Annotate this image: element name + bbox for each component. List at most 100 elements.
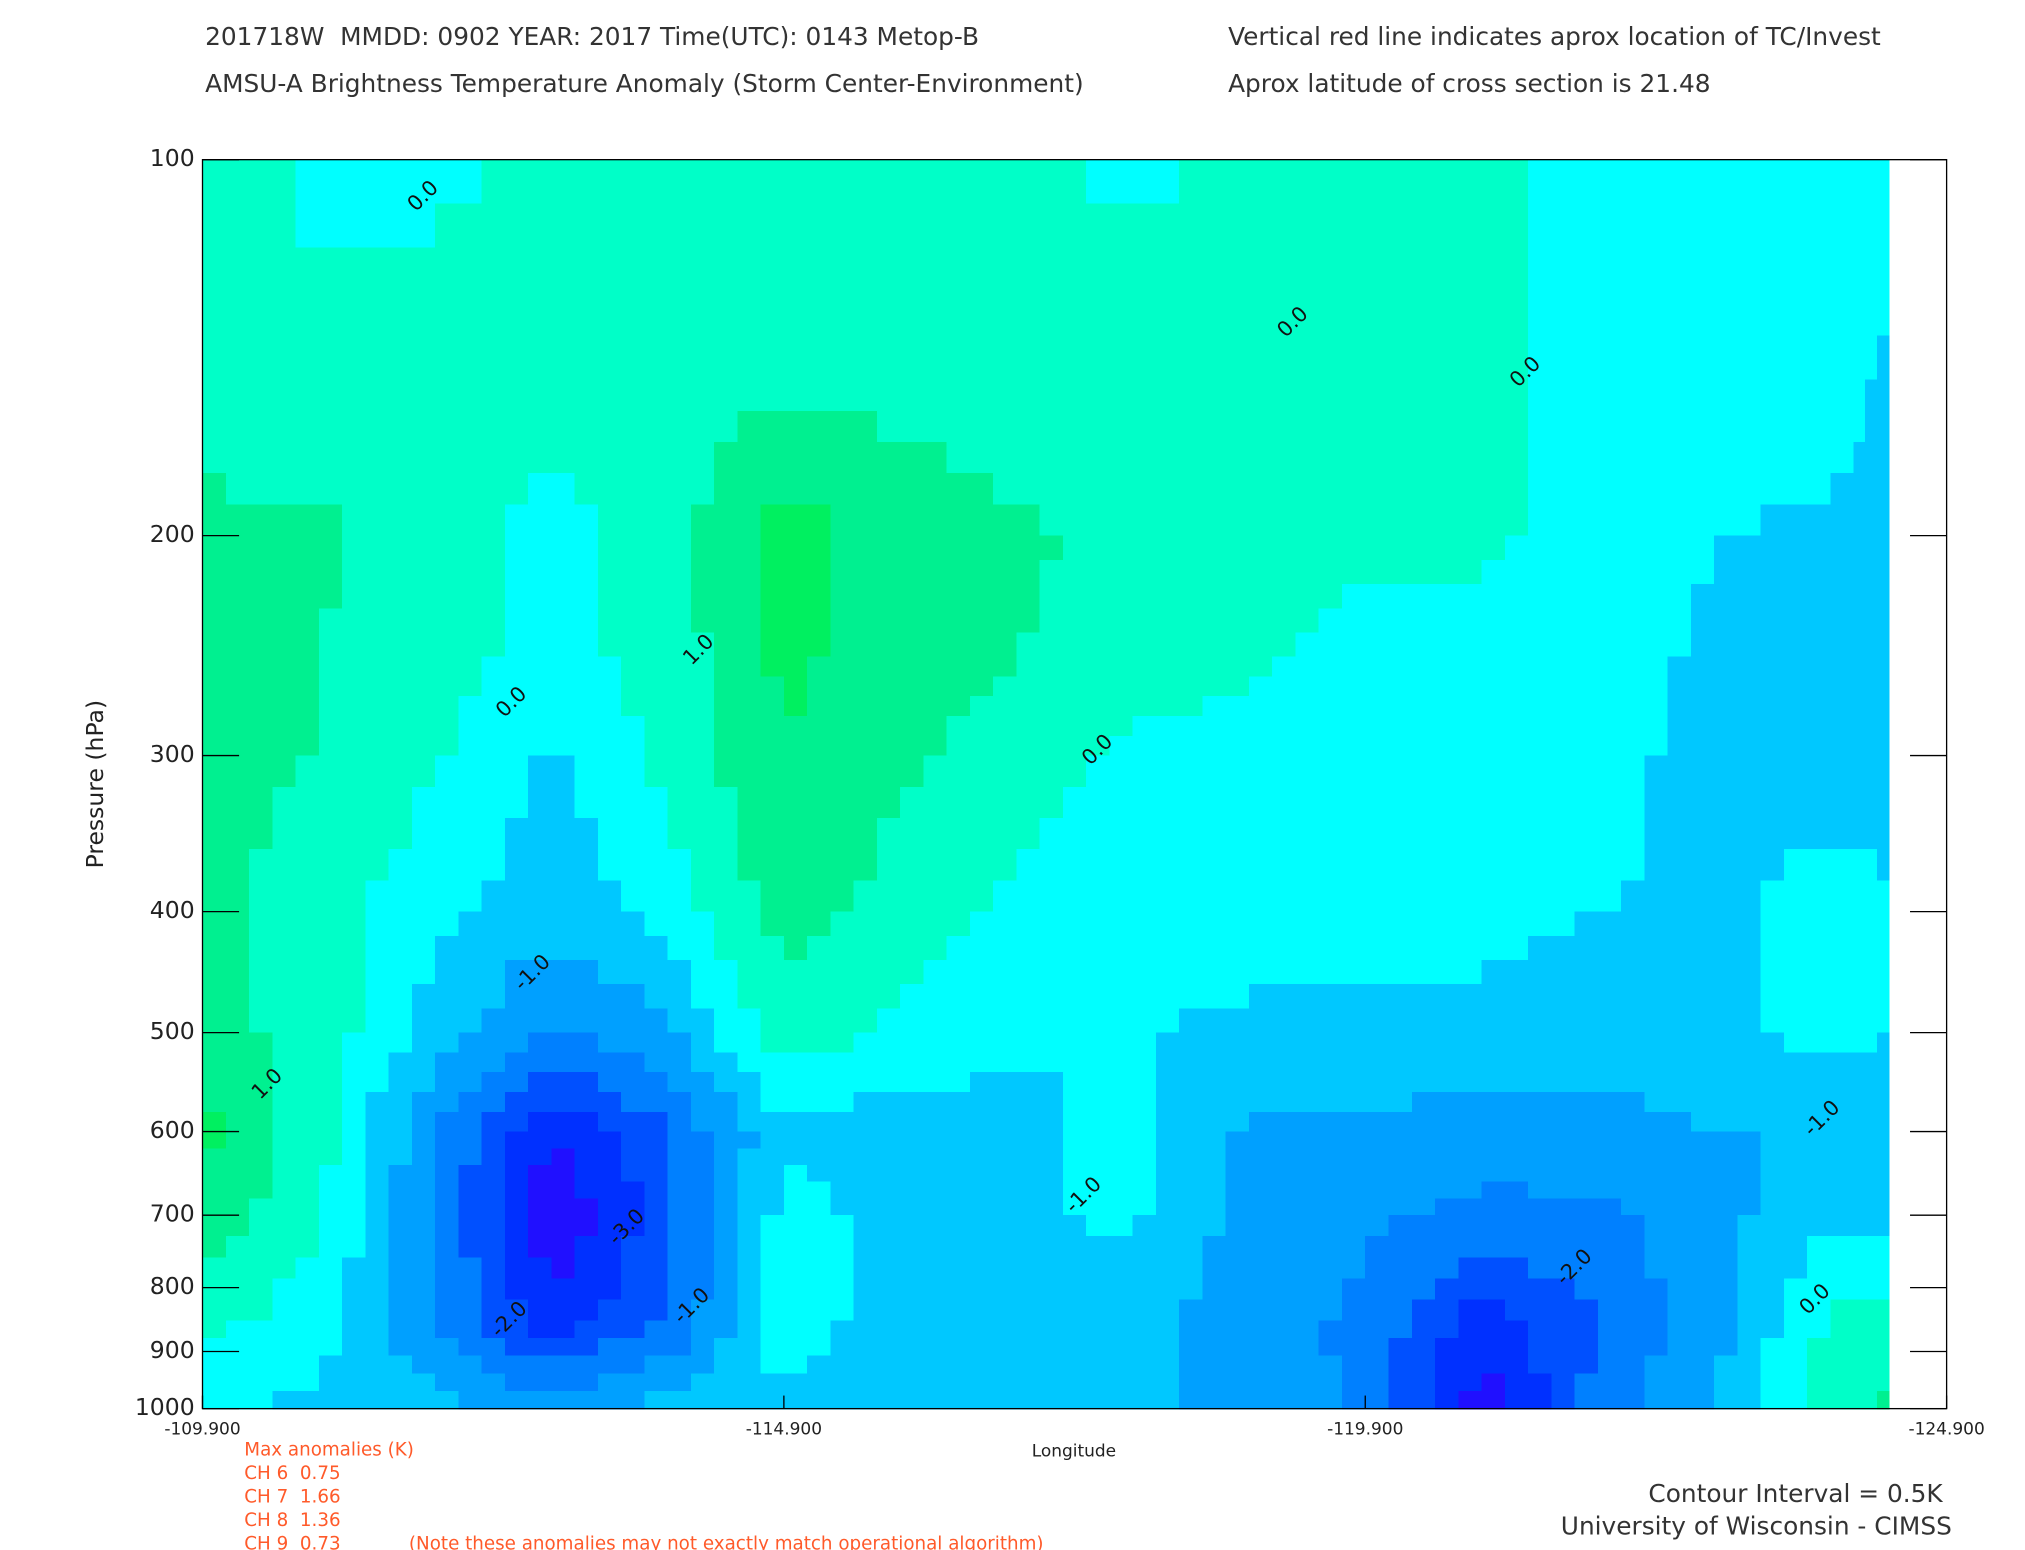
contour-cell bbox=[1853, 817, 1867, 850]
contour-cell bbox=[969, 291, 994, 337]
contour-cell bbox=[1202, 632, 1227, 658]
contour-cell bbox=[876, 1373, 901, 1392]
contour-cell bbox=[1783, 504, 1808, 537]
contour-cell bbox=[1760, 1198, 1785, 1216]
contour-cell bbox=[760, 1355, 785, 1375]
contour-cell bbox=[574, 559, 599, 585]
contour-cell bbox=[1737, 1008, 1762, 1034]
contour-cell bbox=[1830, 1373, 1843, 1392]
contour-cell bbox=[1853, 535, 1867, 561]
contour-cell bbox=[1760, 676, 1785, 698]
contour-cell bbox=[1644, 1164, 1669, 1183]
contour-cell bbox=[1039, 1278, 1064, 1301]
contour-cell bbox=[1411, 203, 1436, 249]
contour-cell bbox=[1179, 1320, 1204, 1339]
contour-cell bbox=[342, 656, 367, 678]
contour-cell bbox=[551, 1236, 576, 1259]
contour-cell bbox=[1830, 335, 1843, 381]
contour-cell bbox=[1225, 755, 1250, 788]
contour-cell bbox=[876, 935, 901, 961]
contour-cell bbox=[1574, 1257, 1599, 1280]
contour-cell bbox=[1109, 608, 1134, 634]
contour-cell bbox=[574, 716, 599, 737]
contour-cell bbox=[272, 442, 297, 475]
contour-cell bbox=[876, 1257, 901, 1280]
contour-cell bbox=[481, 1052, 506, 1073]
contour-cell bbox=[993, 1164, 1018, 1183]
contour-cell bbox=[830, 755, 855, 788]
contour-cell bbox=[923, 676, 948, 698]
contour-cell bbox=[504, 291, 529, 337]
contour-cell bbox=[1388, 656, 1413, 678]
contour-cell bbox=[760, 1198, 785, 1216]
contour-cell bbox=[969, 849, 994, 882]
contour-cell bbox=[783, 1236, 808, 1259]
contour-cell bbox=[388, 1355, 413, 1375]
contour-cell bbox=[435, 935, 460, 961]
y-tick-label: 900 bbox=[150, 1336, 195, 1364]
contour-cell bbox=[946, 1032, 971, 1054]
contour-cell bbox=[1435, 817, 1460, 850]
contour-cell bbox=[1760, 203, 1785, 249]
contour-cell bbox=[342, 379, 367, 412]
contour-cell bbox=[1016, 1052, 1041, 1073]
contour-cell bbox=[946, 1072, 971, 1093]
contour-cell bbox=[621, 473, 646, 506]
contour-cell bbox=[574, 935, 599, 961]
contour-cell bbox=[1248, 735, 1274, 757]
contour-cell bbox=[1690, 786, 1715, 819]
contour-cell bbox=[481, 716, 506, 737]
contour-cell bbox=[1714, 1338, 1739, 1357]
contour-cell bbox=[435, 535, 460, 561]
contour-cell bbox=[1109, 1215, 1134, 1238]
contour-cell bbox=[504, 880, 529, 913]
contour-cell bbox=[1760, 960, 1785, 986]
contour-cell bbox=[1435, 1131, 1460, 1150]
contour-cell bbox=[690, 1131, 715, 1150]
contour-cell bbox=[1481, 1215, 1506, 1238]
contour-cell bbox=[1644, 1072, 1669, 1093]
contour-cell bbox=[714, 504, 739, 537]
contour-cell bbox=[830, 1299, 855, 1322]
contour-cell bbox=[1109, 1355, 1134, 1375]
contour-cell bbox=[1341, 559, 1367, 585]
contour-cell bbox=[1667, 786, 1692, 819]
contour-cell bbox=[1039, 911, 1064, 937]
contour-cell bbox=[1411, 696, 1436, 717]
contour-cell bbox=[1365, 1338, 1390, 1357]
contour-cell bbox=[1876, 880, 1890, 913]
contour-cell bbox=[365, 1236, 390, 1259]
contour-cell bbox=[1062, 1236, 1087, 1259]
contour-cell bbox=[1714, 1320, 1739, 1339]
contour-cell bbox=[1132, 379, 1157, 412]
contour-cell bbox=[1807, 1148, 1832, 1166]
contour-cell bbox=[1737, 473, 1762, 506]
contour-cell bbox=[1086, 1008, 1111, 1034]
contour-cell bbox=[1132, 656, 1157, 678]
contour-cell bbox=[1388, 1164, 1413, 1183]
contour-cell bbox=[1365, 786, 1390, 819]
contour-cell bbox=[621, 911, 646, 937]
contour-cell bbox=[342, 1338, 367, 1357]
contour-cell bbox=[574, 584, 599, 610]
contour-cell bbox=[993, 696, 1018, 717]
contour-cell bbox=[295, 1072, 320, 1093]
contour-cell bbox=[1876, 1338, 1890, 1357]
contour-cell bbox=[574, 676, 599, 698]
contour-cell bbox=[202, 473, 227, 506]
contour-cell bbox=[1865, 676, 1878, 698]
contour-cell bbox=[1318, 735, 1343, 757]
contour-cell bbox=[225, 1355, 250, 1375]
contour-cell bbox=[969, 473, 994, 506]
contour-cell bbox=[1272, 559, 1297, 585]
contour-cell bbox=[528, 1111, 553, 1133]
contour-cell bbox=[1667, 817, 1692, 850]
contour-cell bbox=[481, 1148, 506, 1166]
contour-cell bbox=[1388, 696, 1413, 717]
contour-cell bbox=[411, 1198, 436, 1216]
contour-cell bbox=[807, 1355, 832, 1375]
contour-cell bbox=[1574, 1032, 1599, 1054]
contour-cell bbox=[1853, 1355, 1867, 1375]
contour-cell bbox=[388, 1236, 413, 1259]
contour-cell bbox=[388, 1390, 413, 1410]
